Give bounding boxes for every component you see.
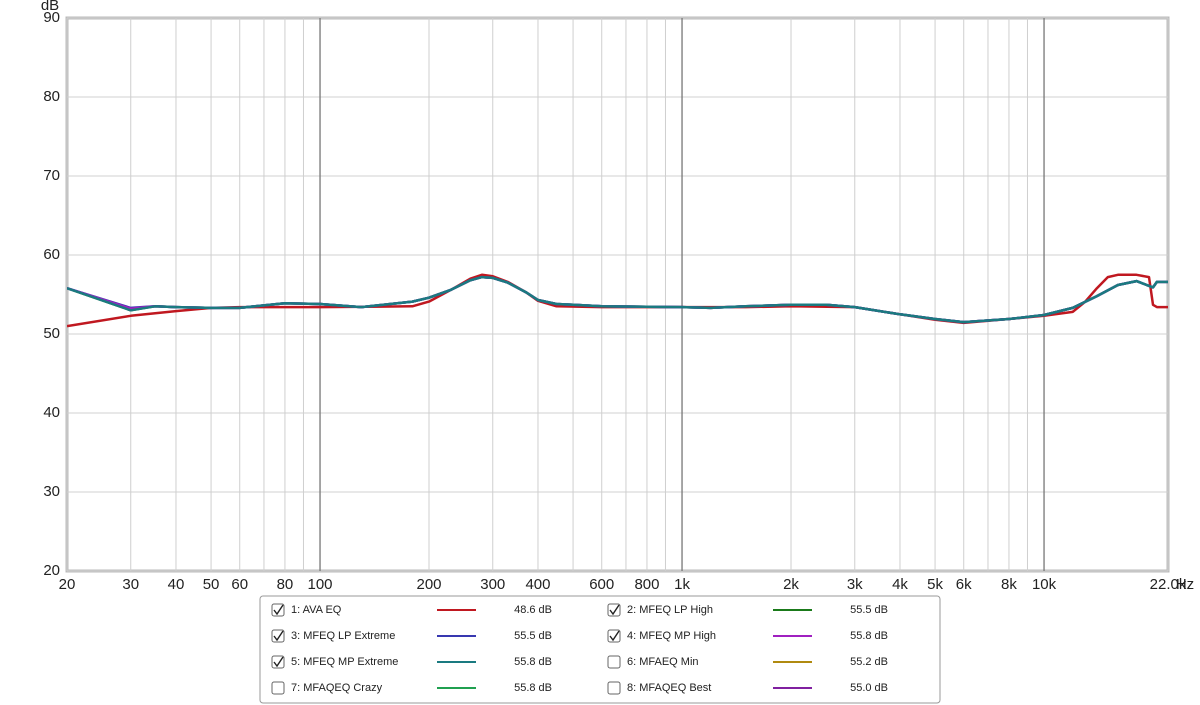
x-tick-label: 22.0k	[1150, 576, 1187, 593]
readout: 55.8 dB	[514, 682, 552, 694]
checkmark	[273, 656, 284, 668]
x-tick-label: 20	[59, 576, 76, 593]
readout: 55.2 dB	[850, 656, 888, 668]
series-name: 4: MFEQ MP High	[627, 630, 716, 642]
x-tick-label: 8k	[1001, 576, 1017, 593]
plot-area	[65, 16, 1170, 573]
checkmark	[609, 604, 620, 616]
series-name: 5: MFEQ MP Extreme	[291, 656, 398, 668]
x-tick-label: 600	[589, 576, 614, 593]
y-tick-label: 90	[43, 9, 60, 26]
series-name: 1: AVA EQ	[291, 604, 342, 616]
x-tick-label: 800	[634, 576, 659, 593]
x-tick-label: 6k	[956, 576, 972, 593]
x-tick-label: 50	[203, 576, 220, 593]
x-tick-label: 80	[277, 576, 294, 593]
x-tick-label: 10k	[1032, 576, 1057, 593]
x-tick-label: 60	[231, 576, 248, 593]
checkmark	[273, 630, 284, 642]
legend-entries: 1: AVA EQ 48.6 dB 2: MFEQ LP High 55.5 dB 3:…	[271, 603, 888, 695]
x-tick-label: 5k	[927, 576, 943, 593]
series-name: 7: MFAQEQ Crazy	[291, 682, 383, 694]
y-tick-label: 70	[43, 167, 60, 184]
y-tick-label: 80	[43, 88, 60, 105]
y-axis-label: dB	[41, 0, 59, 14]
series-name: 2: MFEQ LP High	[627, 604, 713, 616]
ticks: 20 30 40 50 60 70 80 90 20 30 40 50 60 80 100 200 300 400…	[43, 9, 1187, 593]
curve	[67, 275, 1168, 324]
checkbox[interactable]	[607, 681, 621, 695]
y-tick-label: 20	[43, 562, 60, 579]
checkbox[interactable]	[607, 655, 621, 669]
legend	[259, 595, 941, 704]
grid	[66, 17, 1169, 572]
x-tick-label: 400	[525, 576, 550, 593]
checkmark	[273, 604, 284, 616]
y-tick-label: 40	[43, 404, 60, 421]
x-tick-label: 3k	[847, 576, 863, 593]
y-tick-label: 60	[43, 246, 60, 263]
series-name: 3: MFEQ LP Extreme	[291, 630, 395, 642]
x-tick-label: 1k	[674, 576, 690, 593]
x-axis-label: Hz	[1176, 576, 1194, 593]
checkmark	[609, 630, 620, 642]
y-tick-label: 30	[43, 483, 60, 500]
readout: 55.0 dB	[850, 682, 888, 694]
x-tick-label: 200	[416, 576, 441, 593]
readout: 55.8 dB	[850, 630, 888, 642]
curves	[67, 273, 1168, 328]
checkbox[interactable]	[271, 681, 285, 695]
x-tick-label: 2k	[783, 576, 799, 593]
readout: 55.5 dB	[514, 630, 552, 642]
readout: 55.5 dB	[850, 604, 888, 616]
x-tick-label: 30	[122, 576, 139, 593]
series-name: 6: MFAEQ Min	[627, 656, 699, 668]
readout: 55.8 dB	[514, 656, 552, 668]
y-tick-label: 50	[43, 325, 60, 342]
x-tick-label: 40	[168, 576, 185, 593]
x-tick-label: 100	[308, 576, 333, 593]
readout: 48.6 dB	[514, 604, 552, 616]
x-tick-label: 300	[480, 576, 505, 593]
series-name: 8: MFAQEQ Best	[627, 682, 711, 694]
x-tick-label: 4k	[892, 576, 908, 593]
